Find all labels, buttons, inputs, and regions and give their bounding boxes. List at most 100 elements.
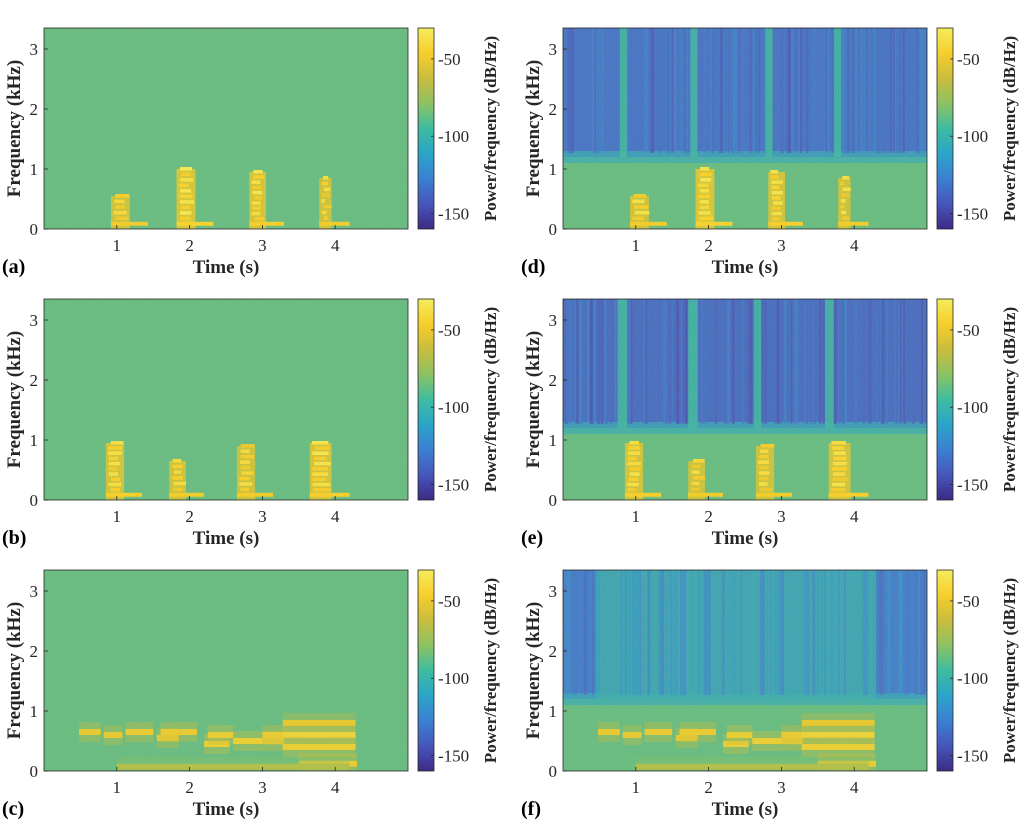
axes-frame [562,27,928,230]
noise-texture [563,28,927,229]
y-axis-label: Frequency (kHz) [4,60,25,197]
colorbar [417,298,435,501]
noise-texture [44,28,408,229]
x-axis-label: Time (s) [193,799,260,820]
colorbar-tick-label: -150 [957,476,988,495]
harmonic-stripe [253,170,263,174]
y-tick-label: 2 [549,642,558,661]
harmonic-stripe [115,194,130,198]
harmonic-stripe [323,204,332,209]
tonal-note [781,732,804,738]
harmonic-stripe [173,481,186,486]
harmonic-stripe [323,176,329,180]
axes-frame [43,298,409,501]
x-tick-label: 3 [258,236,267,255]
colorbar-tick-label: -100 [438,398,469,417]
harmonic-stripe [770,170,779,174]
note-halo [622,725,642,745]
x-axis-label: Time (s) [712,257,779,278]
colorbar-label: Power/frequency (dB/Hz) [481,578,500,763]
x-tick-label: 4 [331,507,340,526]
harmonic-stripe [840,199,846,203]
axes-frame [562,298,928,501]
harmonic-stripe [110,477,120,482]
note-halo [204,734,230,754]
low-frequency-tail [755,492,793,497]
harmonic-stripe [830,487,845,492]
low-frequency-tail [695,221,733,226]
syllable [828,441,869,500]
x-tick-label: 3 [777,778,786,797]
low-frequency-tail [688,492,723,497]
x-tick-label: 1 [632,778,641,797]
harmonic-stripe [627,487,637,492]
x-axis-label: Time (s) [193,528,260,549]
harmonic-stripe [832,461,847,466]
syllable-body [838,178,851,229]
panel-label: (e) [521,527,543,549]
harmonic-stripe [323,216,328,220]
panel-label: (f) [521,798,541,820]
colorbar-tick-label: -50 [438,50,461,69]
panel-label: (d) [521,256,545,278]
harmonic-stripe [179,216,191,221]
harmonic-stripe [313,487,331,492]
harmonic-stripe [251,211,261,216]
tonal-note [679,729,716,735]
tonal-note [622,732,642,738]
harmonic-stripe [180,189,192,193]
syllable [309,441,350,500]
y-tick-label: 3 [30,311,39,330]
colorbar-tick-label: -100 [438,669,469,688]
syllable [176,167,214,229]
axes-frame [43,27,409,230]
harmonic-stripe [311,441,329,445]
harmonic-stripe [699,172,712,177]
low-frequency-tail [110,221,148,226]
harmonic-stripe [771,190,783,195]
harmonic-stripe [107,446,123,450]
harmonic-stripe [772,216,780,221]
harmonic-stripe [321,199,325,203]
colorbar-label: Power/frequency (dB/Hz) [481,307,500,492]
colorbar-tick-label: -100 [957,398,988,417]
harmonic-stripe [108,451,122,455]
harmonic-stripe [759,476,769,481]
harmonic-stripe [253,175,265,179]
x-tick-label: 3 [258,778,267,797]
harmonic-stripe [760,444,775,448]
spectrogram-area [44,299,408,500]
tonal-note [282,720,356,726]
low-frequency-tail [309,492,350,497]
y-tick-label: 2 [30,100,39,119]
harmonic-stripe [115,205,126,209]
harmonic-stripe [108,461,120,466]
harmonic-stripe [173,487,184,491]
note-halo [635,756,869,771]
tonal-note [78,729,101,735]
harmonic-stripe [700,178,712,182]
harmonic-stripe [831,482,846,487]
tonal-note [204,741,230,747]
x-axis-label: Time (s) [712,799,779,820]
tonal-note [752,738,804,744]
colorbar-tick-label: -50 [957,50,980,69]
harmonic-stripe [321,193,330,197]
low-frequency-tail [249,221,285,226]
note-halo [726,725,753,745]
harmonic-stripe [179,194,193,199]
harmonic-stripe [832,477,849,482]
note-halo [679,722,716,742]
noise-texture [44,299,408,500]
y-tick-label: 1 [549,160,558,179]
x-tick-label: 2 [185,507,194,526]
low-frequency-tail [169,492,204,497]
harmonic-stripe [691,470,700,474]
x-tick-label: 2 [704,236,713,255]
y-tick-label: 0 [549,491,558,510]
harmonic-stripe [842,187,851,192]
note-halo [207,725,234,745]
y-tick-label: 1 [549,431,558,450]
harmonic-stripe [253,196,263,200]
note-halo [597,722,620,742]
